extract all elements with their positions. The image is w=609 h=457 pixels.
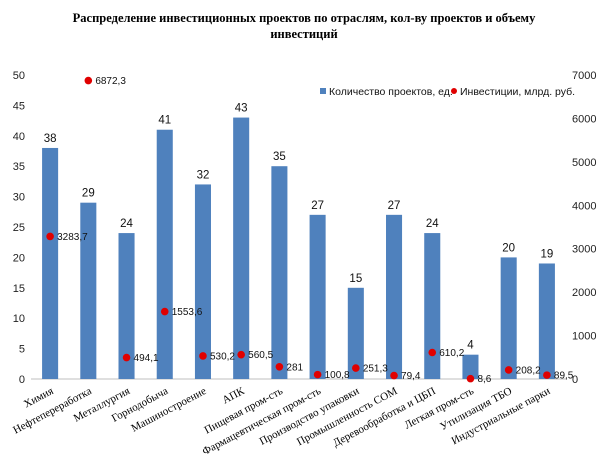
bar-5 (194, 184, 211, 379)
investment-point-13 (504, 366, 513, 374)
investment-point-1 (46, 232, 54, 241)
bar-value-label: 32 (197, 169, 210, 181)
investment-point-12 (466, 374, 475, 383)
bar-value-label: 35 (273, 151, 286, 163)
y-left-tick-label: 10 (13, 313, 25, 325)
y-left-tick-label: 40 (13, 131, 25, 143)
bars: 38 29 24 41 32 43 35 27 15 27 24 4 20 19 (42, 103, 555, 379)
y-left-tick-label: 50 (13, 70, 25, 82)
bar-value-label: 38 (44, 133, 57, 145)
investment-value-label: 560,5 (248, 350, 273, 361)
bar-3 (118, 233, 135, 379)
y-left-tick-label: 5 (19, 344, 25, 356)
bar-10 (386, 214, 403, 379)
bar-value-label: 27 (388, 200, 401, 212)
investment-value-label: 281 (286, 362, 303, 373)
investment-value-label: 494,1 (134, 353, 159, 364)
bar-value-label: 4 (467, 340, 474, 352)
investment-point-10 (390, 371, 398, 380)
bar-value-label: 43 (235, 103, 248, 115)
y-left-tick-label: 15 (13, 283, 25, 295)
investment-point-4 (160, 307, 169, 316)
legend-point-label: Инвестиции, млрд. руб. (460, 86, 575, 98)
investment-value-label: 89,5 (554, 371, 574, 382)
bar-value-label: 15 (349, 273, 362, 285)
y-right-tick-label: 6000 (572, 113, 596, 125)
bar-value-label: 41 (158, 115, 171, 127)
investment-value-label: 610,2 (439, 348, 464, 359)
investment-value-label: 79,4 (401, 371, 421, 382)
right-axis: 0 1000 2000 3000 4000 5000 6000 7000 (572, 70, 596, 386)
legend-point-swatch (451, 88, 457, 94)
chart-title-line-2: инвестиций (270, 27, 337, 41)
bar-value-label: 19 (540, 248, 553, 260)
bar-9 (347, 287, 364, 379)
investment-value-label: 251,3 (363, 364, 388, 375)
investment-point-14 (543, 371, 551, 379)
y-right-tick-label: 2000 (572, 287, 596, 299)
bar-value-label: 29 (82, 188, 95, 200)
bar-value-label: 24 (426, 218, 439, 230)
investment-value-label: 8,6 (477, 374, 491, 385)
category-labels: ХимияНефтепереработкаМеталлургияГорнодоб… (11, 385, 552, 457)
investment-point-7 (275, 362, 284, 371)
investment-value-label: 3283,7 (57, 232, 88, 243)
points: 3283,7 6872,3 494,1 1553,6 530,2 560,5 281 100,… (46, 76, 574, 385)
y-right-tick-label: 3000 (572, 244, 596, 256)
chart-title-line-1: Распределение инвестиционных проектов по… (73, 11, 536, 25)
bar-11 (424, 233, 441, 379)
legend-bar-swatch (320, 88, 326, 94)
y-right-tick-label: 5000 (572, 157, 596, 169)
investment-point-3 (122, 353, 131, 362)
y-left-tick-label: 20 (13, 252, 25, 264)
investment-value-label: 208,2 (516, 365, 541, 376)
bar-8 (309, 214, 326, 379)
y-left-tick-label: 45 (13, 100, 25, 112)
investment-point-2 (84, 76, 93, 85)
investment-value-label: 6872,3 (95, 76, 126, 87)
bar-12 (462, 354, 479, 379)
investment-value-label: 530,2 (210, 351, 235, 362)
bar-1 (42, 147, 59, 379)
investment-point-8 (313, 370, 322, 379)
bar-14 (538, 263, 555, 379)
y-right-tick-label: 7000 (572, 70, 596, 82)
y-right-tick-label: 4000 (572, 200, 596, 212)
investment-point-11 (428, 348, 437, 357)
investment-value-label: 100,8 (325, 370, 350, 381)
investment-point-5 (199, 352, 207, 360)
investment-point-9 (352, 364, 360, 372)
y-right-tick-label: 0 (572, 374, 578, 386)
bar-6 (233, 117, 250, 379)
bar-value-label: 24 (120, 218, 133, 230)
y-right-tick-label: 1000 (572, 331, 596, 343)
investment-point-6 (237, 350, 245, 359)
bar-2 (80, 202, 97, 379)
y-left-tick-label: 0 (19, 374, 25, 386)
bar-value-label: 20 (502, 242, 515, 254)
legend: Количество проектов, ед. Инвестиции, млр… (320, 86, 575, 98)
y-left-tick-label: 35 (13, 161, 25, 173)
y-left-tick-label: 30 (13, 192, 25, 204)
y-left-tick-label: 25 (13, 222, 25, 234)
bar-4 (156, 129, 173, 379)
bar-value-label: 27 (311, 200, 324, 212)
bar-7 (271, 166, 288, 379)
investment-value-label: 1553,6 (172, 307, 203, 318)
legend-bar-label: Количество проектов, ед. (329, 86, 453, 98)
bar-13 (500, 257, 517, 379)
